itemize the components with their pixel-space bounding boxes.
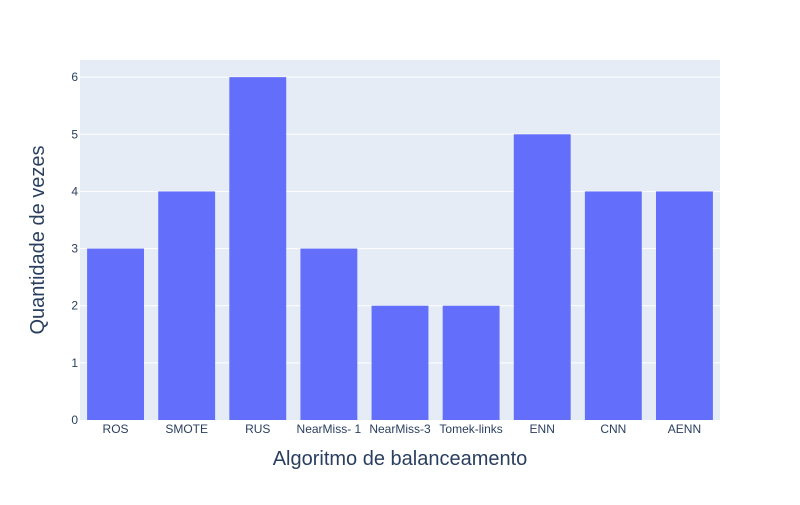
bars (87, 77, 713, 421)
x-tick-label: ROS (103, 422, 129, 436)
bar-rus[interactable] (229, 77, 287, 421)
bar-aenn[interactable] (656, 191, 713, 420)
y-tick-label: 2 (71, 299, 78, 313)
x-tick-label: CNN (600, 422, 626, 436)
bar-nearmiss-3[interactable] (371, 305, 429, 420)
y-tick-labels: 0 1 2 3 4 5 6 (71, 70, 78, 427)
bar-smote[interactable] (158, 191, 216, 420)
x-tick-label: SMOTE (165, 422, 208, 436)
x-tick-label: ENN (530, 422, 555, 436)
bar-ros[interactable] (87, 248, 144, 420)
x-axis-title: Algoritmo de balanceamento (273, 448, 528, 470)
bar-tomek-links[interactable] (442, 305, 500, 420)
y-tick-label: 3 (71, 242, 78, 256)
y-axis-title: Quantidade de vezes (27, 145, 49, 334)
x-tick-label: NearMiss-3 (369, 422, 431, 436)
y-tick-label: 6 (71, 70, 78, 84)
y-tick-label: 4 (71, 184, 78, 198)
x-tick-label: Tomek-links (439, 422, 502, 436)
y-tick-label: 5 (71, 127, 78, 141)
y-tick-label: 0 (71, 413, 78, 427)
x-tick-label: RUS (245, 422, 270, 436)
x-tick-labels: ROS SMOTE RUS NearMiss- 1 NearMiss-3 Tomek-li… (103, 422, 702, 436)
x-tick-label: NearMiss- 1 (297, 422, 362, 436)
bar-cnn[interactable] (584, 191, 642, 420)
bar-enn[interactable] (513, 134, 571, 421)
y-tick-label: 1 (71, 356, 78, 370)
x-tick-label: AENN (668, 422, 701, 436)
bar-nearmiss-1[interactable] (300, 248, 358, 420)
